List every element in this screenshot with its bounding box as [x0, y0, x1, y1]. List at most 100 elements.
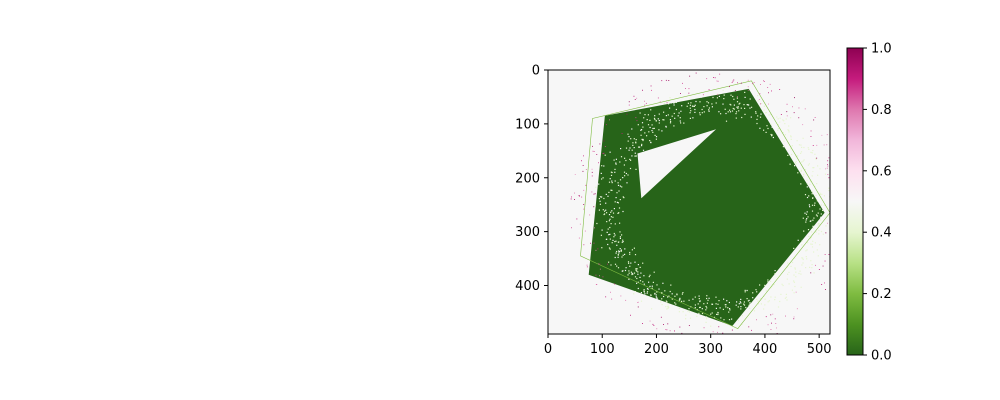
speckle: [637, 287, 639, 290]
speckle: [813, 217, 815, 219]
speckle: [644, 100, 645, 102]
speckle: [773, 284, 775, 286]
speckle: [663, 301, 665, 304]
speckle: [674, 295, 676, 297]
speckle: [807, 164, 809, 166]
speckle: [614, 283, 616, 285]
speckle: [679, 297, 681, 299]
speckle: [623, 197, 625, 199]
speckle: [644, 114, 646, 116]
speckle: [820, 213, 822, 215]
speckle: [822, 209, 824, 211]
speckle: [674, 117, 676, 119]
speckle: [706, 318, 708, 320]
speckle: [634, 276, 637, 278]
speckle: [593, 193, 595, 195]
speckle: [699, 101, 701, 103]
speckle: [595, 274, 597, 276]
speckle: [706, 302, 708, 304]
speckle: [771, 302, 773, 304]
speckle: [658, 113, 660, 115]
speckle: [621, 186, 623, 188]
speckle: [712, 96, 714, 99]
speckle: [628, 272, 630, 274]
speckle: [816, 200, 818, 202]
speckle: [669, 107, 671, 109]
speckle: [802, 137, 804, 139]
speckle: [637, 124, 639, 126]
speckle: [636, 120, 638, 122]
speckle: [797, 147, 799, 149]
speckle: [635, 139, 637, 141]
speckle: [775, 323, 777, 324]
speckle: [803, 175, 805, 177]
speckle: [571, 227, 572, 229]
speckle: [782, 284, 784, 287]
speckle: [744, 291, 746, 293]
speckle: [626, 113, 628, 115]
speckle: [646, 135, 648, 137]
speckle: [599, 200, 601, 202]
speckle: [780, 293, 782, 295]
speckle: [787, 129, 789, 131]
speckle: [807, 216, 809, 218]
speckle: [680, 93, 681, 94]
speckle: [692, 322, 694, 324]
speckle: [636, 97, 638, 99]
speckle: [803, 149, 805, 151]
speckle: [578, 237, 580, 239]
speckle: [620, 250, 622, 252]
speckle: [609, 151, 611, 153]
speckle: [654, 134, 656, 136]
speckle: [783, 120, 785, 122]
speckle: [718, 95, 720, 97]
speckle: [811, 193, 813, 195]
speckle: [670, 102, 672, 104]
speckle: [625, 299, 627, 301]
speckle: [824, 222, 826, 224]
speckle: [822, 265, 824, 267]
speckle: [591, 171, 593, 173]
speckle: [634, 254, 637, 256]
speckle: [654, 115, 656, 117]
speckle: [803, 159, 805, 161]
speckle: [732, 107, 734, 110]
speckle: [600, 172, 602, 174]
speckle: [746, 289, 748, 292]
speckle: [816, 157, 818, 159]
speckle: [765, 131, 767, 133]
speckle: [636, 277, 638, 280]
speckle: [718, 111, 720, 113]
speckle: [774, 270, 776, 272]
speckle: [760, 113, 762, 115]
speckle: [747, 300, 749, 302]
speckle: [805, 246, 807, 248]
speckle: [834, 242, 835, 243]
speckle: [827, 165, 829, 167]
speckle: [766, 125, 768, 127]
x-tick-label: 0: [544, 342, 552, 357]
speckle: [629, 167, 632, 170]
speckle: [611, 210, 613, 212]
speckle: [797, 155, 799, 157]
speckle: [604, 146, 606, 147]
speckle: [617, 184, 620, 186]
speckle: [701, 308, 703, 310]
speckle: [631, 128, 633, 130]
speckle: [699, 306, 701, 309]
speckle: [794, 162, 796, 164]
speckle: [808, 235, 810, 237]
speckle: [665, 115, 667, 117]
speckle: [637, 271, 639, 273]
speckle: [793, 281, 795, 283]
speckle: [815, 157, 817, 159]
colorbar: 0.0 0.2 0.4 0.6 0.8 1.0: [846, 42, 892, 364]
speckle: [810, 144, 812, 146]
speckle: [803, 146, 805, 149]
speckle: [608, 220, 610, 222]
speckle: [773, 125, 775, 127]
speckle: [751, 106, 753, 108]
speckle: [615, 252, 617, 254]
speckle: [768, 103, 769, 105]
speckle: [611, 298, 613, 300]
